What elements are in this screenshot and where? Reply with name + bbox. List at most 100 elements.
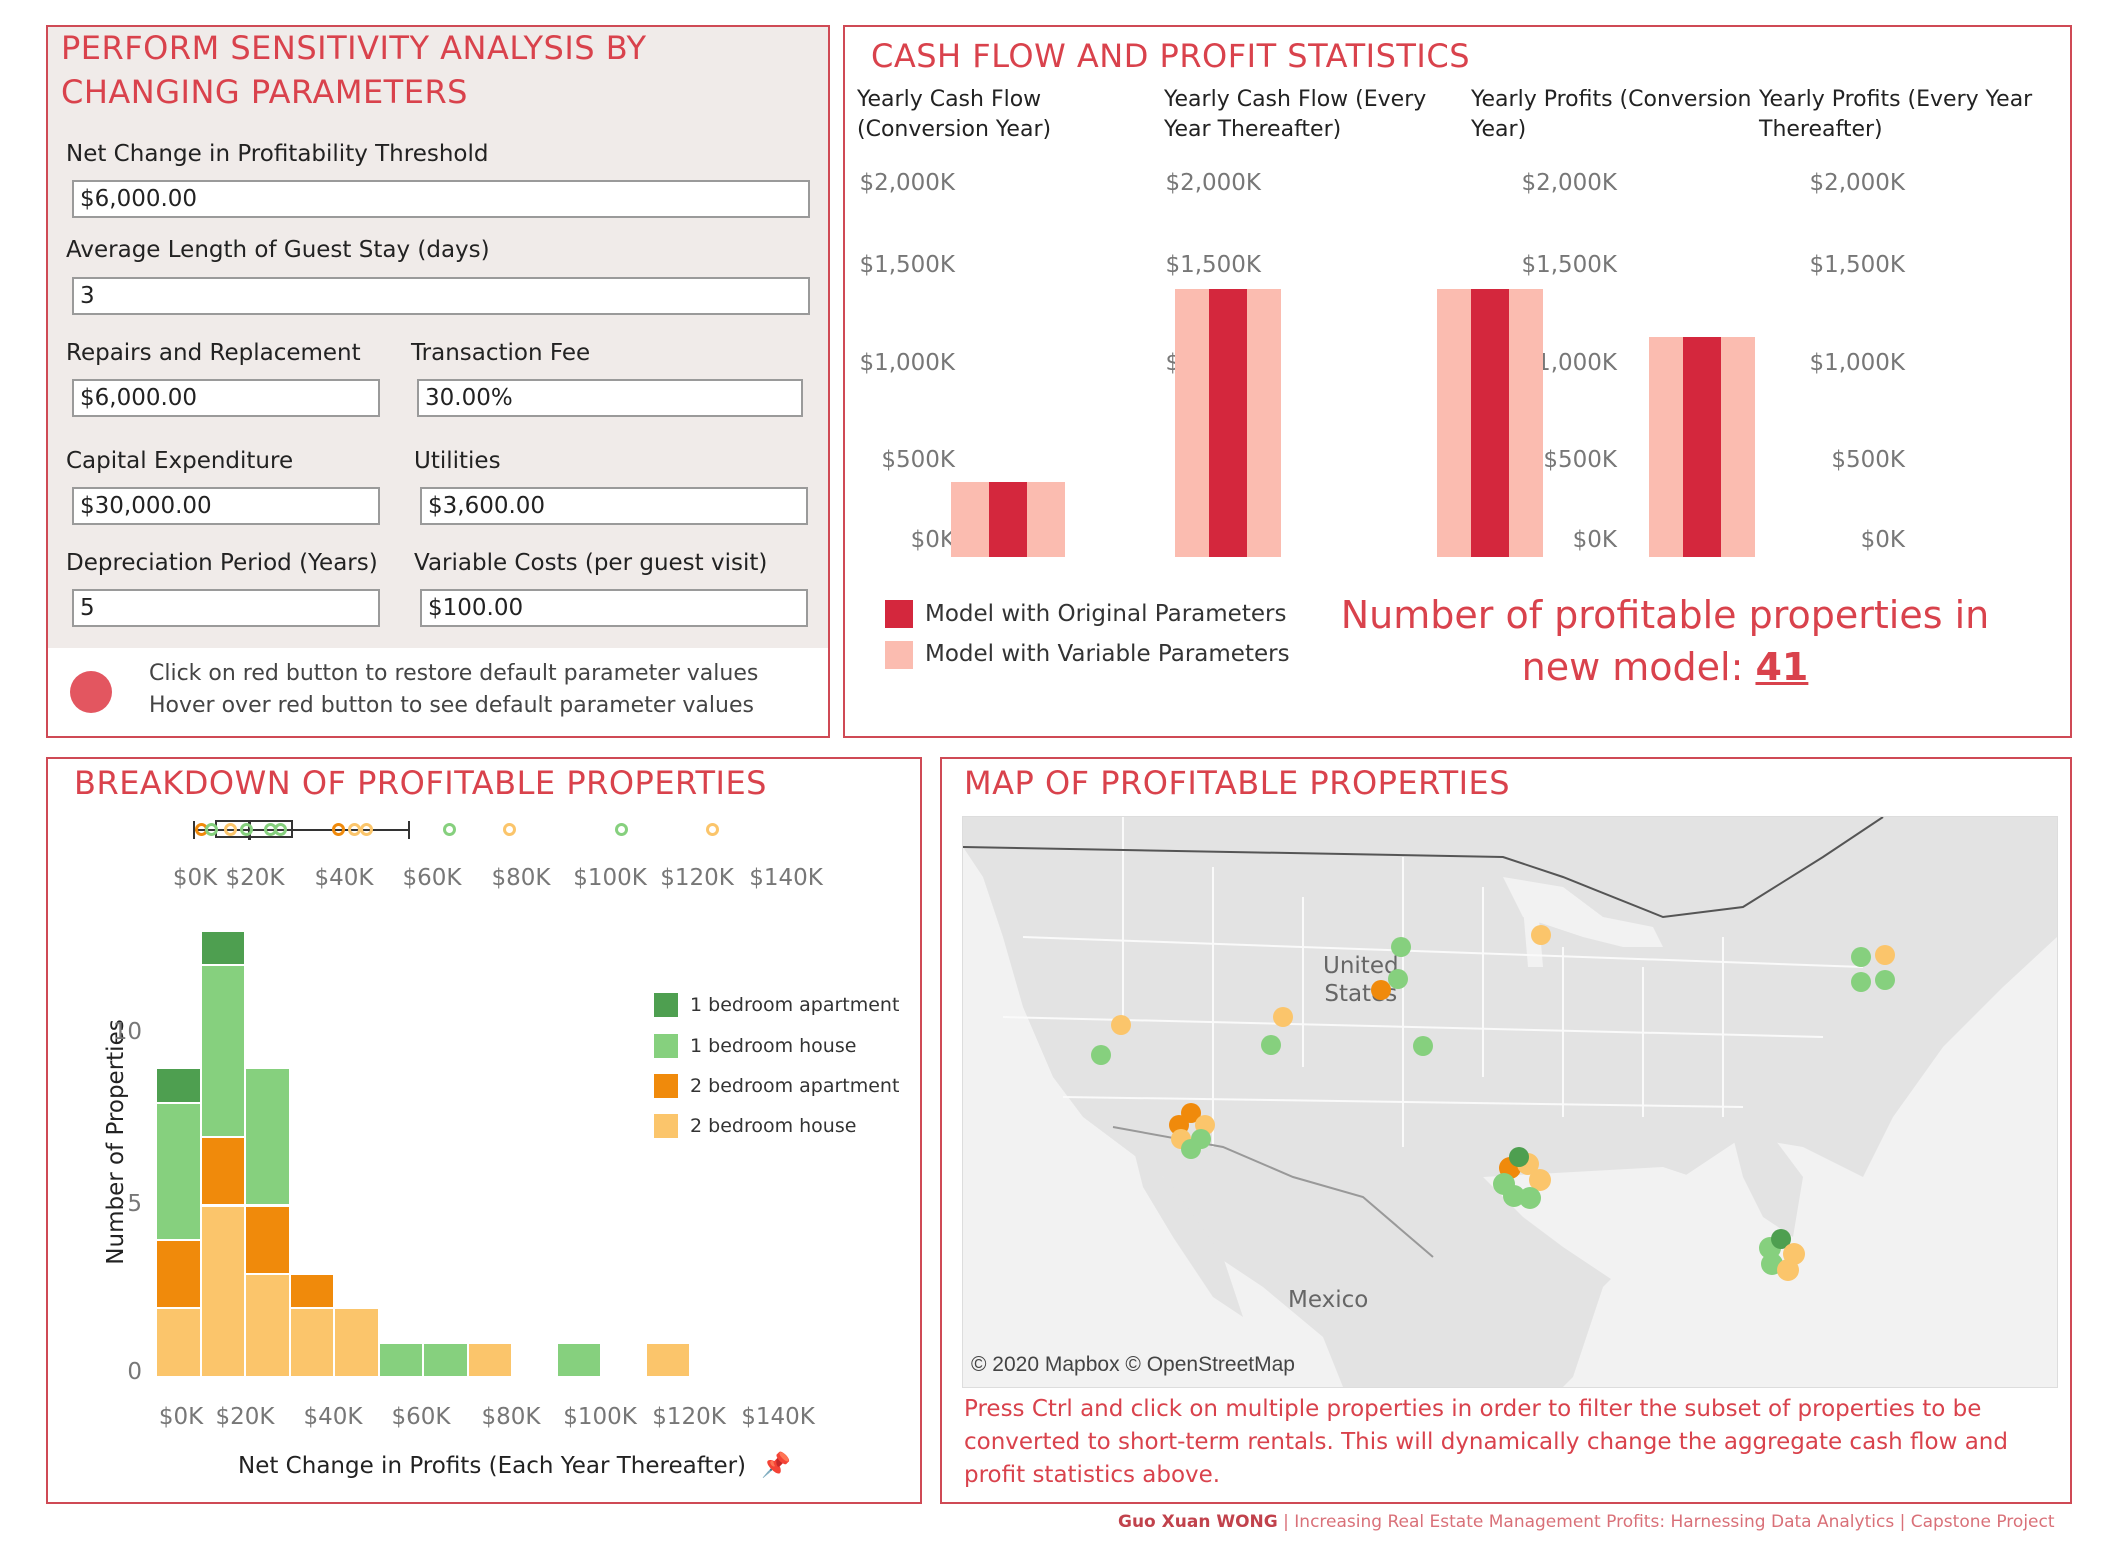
net-change-input[interactable]: $6,000.00: [72, 180, 810, 218]
legend-1br-apartment-swatch: [654, 993, 678, 1017]
legend-1br-house: 1 bedroom house: [690, 1035, 857, 1057]
property-marker[interactable]: [1371, 980, 1391, 1000]
property-marker[interactable]: [1273, 1007, 1293, 1027]
property-marker[interactable]: [1531, 925, 1551, 945]
histogram-ylabel: Number of Properties: [103, 1019, 129, 1265]
hist-xtick-0: $0K: [158, 1404, 204, 1430]
property-marker[interactable]: [1771, 1229, 1791, 1249]
property-marker[interactable]: [1851, 947, 1871, 967]
property-marker[interactable]: [1091, 1045, 1111, 1065]
c4-tick-2000: $2,000K: [1809, 170, 1905, 196]
c3-tick-500: $500K: [1543, 447, 1617, 473]
histogram-bar-segment[interactable]: [156, 1068, 201, 1103]
c3-tick-1500: $1,500K: [1521, 252, 1617, 278]
chart2-title-line2: Year Thereafter): [1164, 117, 1342, 142]
histogram-bar-segment[interactable]: [156, 1308, 201, 1377]
c3-tick-0: $0K: [1572, 527, 1617, 553]
boxplot-whisker: [193, 829, 408, 831]
chart1-bar-original[interactable]: [989, 481, 1027, 557]
chart1-title-line2: (Conversion Year): [857, 117, 1052, 142]
outlier-point[interactable]: [615, 823, 628, 836]
restore-defaults-button[interactable]: [70, 671, 112, 713]
histogram-bar-segment[interactable]: [156, 1239, 201, 1309]
chart3-bar-original[interactable]: [1471, 289, 1509, 557]
histogram-bar-segment[interactable]: [378, 1342, 423, 1377]
outlier-point[interactable]: [443, 823, 456, 836]
outlier-point[interactable]: [503, 823, 516, 836]
histogram-bar-segment[interactable]: [200, 931, 245, 966]
avg-stay-label: Average Length of Guest Stay (days): [66, 237, 490, 263]
property-marker[interactable]: [1529, 1169, 1551, 1191]
property-marker[interactable]: [1777, 1259, 1799, 1281]
land-baja: [1133, 1147, 1243, 1317]
profitable-count-value[interactable]: 41: [1755, 645, 1809, 689]
outlier-point[interactable]: [706, 823, 719, 836]
histogram-bar-segment[interactable]: [645, 1342, 690, 1377]
property-marker[interactable]: [1875, 945, 1895, 965]
histogram-bar-segment[interactable]: [289, 1274, 334, 1309]
map-view[interactable]: United States Mexico © 2020 Mapbox © Ope…: [962, 816, 2058, 1388]
histogram-bar-segment[interactable]: [245, 1068, 290, 1206]
outlier-point[interactable]: [205, 823, 218, 836]
outlier-point[interactable]: [360, 823, 373, 836]
property-marker[interactable]: [1851, 972, 1871, 992]
box-tick-40: $40K: [314, 865, 374, 891]
pin-icon[interactable]: 📌: [761, 1451, 792, 1479]
hist-ytick-10: 10: [112, 1019, 142, 1045]
histogram-bar-segment[interactable]: [200, 965, 245, 1137]
property-marker[interactable]: [1391, 937, 1411, 957]
outlier-point[interactable]: [224, 823, 237, 836]
histogram-bar-segment[interactable]: [423, 1342, 468, 1377]
box-tick-100: $100K: [573, 865, 647, 891]
land-us: [963, 817, 2057, 1387]
legend-1br-apartment: 1 bedroom apartment: [690, 994, 900, 1016]
property-marker[interactable]: [1111, 1015, 1131, 1035]
box-tick-120: $120K: [660, 865, 734, 891]
footer-sep: |: [1277, 1512, 1295, 1532]
legend-variable-swatch: [885, 641, 913, 669]
hist-ytick-5: 5: [127, 1191, 142, 1217]
outlier-point[interactable]: [332, 823, 345, 836]
property-marker[interactable]: [1388, 969, 1408, 989]
outlier-point[interactable]: [240, 823, 253, 836]
chart2-bar-original[interactable]: [1209, 289, 1247, 557]
hist-xtick-20: $20K: [215, 1404, 275, 1430]
map-label-us-line1: United: [1323, 953, 1399, 979]
c1-tick-1000: $1,000K: [859, 350, 955, 376]
boxplot-strip[interactable]: [48, 811, 918, 851]
hist-xtick-80: $80K: [481, 1404, 541, 1430]
restore-line1: Click on red button to restore default p…: [149, 661, 759, 686]
histogram-bar-segment[interactable]: [467, 1342, 512, 1377]
property-marker[interactable]: [1413, 1036, 1433, 1056]
histogram-bar-segment[interactable]: [156, 1102, 201, 1240]
histogram-bar-segment[interactable]: [200, 1205, 245, 1377]
depreciation-label: Depreciation Period (Years): [66, 550, 378, 576]
c4-tick-500: $500K: [1831, 447, 1905, 473]
txn-fee-input[interactable]: 30.00%: [417, 379, 803, 417]
histogram-bar-segment[interactable]: [289, 1308, 334, 1377]
depreciation-input[interactable]: 5: [72, 589, 380, 627]
avg-stay-input[interactable]: 3: [72, 277, 810, 315]
chart2-title-line1: Yearly Cash Flow (Every: [1164, 87, 1427, 112]
variable-costs-input[interactable]: $100.00: [420, 589, 808, 627]
histogram-bar-segment[interactable]: [200, 1136, 245, 1206]
box-tick-0: $0K: [172, 865, 218, 891]
histogram-bar-segment[interactable]: [245, 1205, 290, 1275]
utilities-input[interactable]: $3,600.00: [420, 487, 808, 525]
property-marker[interactable]: [1261, 1035, 1281, 1055]
parameters-title-line2: CHANGING PARAMETERS: [61, 73, 468, 111]
property-marker[interactable]: [1509, 1147, 1529, 1167]
map-attribution[interactable]: © 2020 Mapbox © OpenStreetMap: [971, 1353, 1295, 1376]
histogram-bar-segment[interactable]: [245, 1274, 290, 1377]
repairs-input[interactable]: $6,000.00: [72, 379, 380, 417]
legend-2br-apartment: 2 bedroom apartment: [690, 1075, 900, 1097]
property-marker[interactable]: [1519, 1187, 1541, 1209]
outlier-point[interactable]: [348, 823, 361, 836]
outlier-point[interactable]: [274, 823, 287, 836]
histogram-bar-segment[interactable]: [556, 1342, 601, 1377]
chart4-bar-original[interactable]: [1683, 337, 1721, 557]
histogram-bar-segment[interactable]: [334, 1308, 379, 1377]
capex-input[interactable]: $30,000.00: [72, 487, 380, 525]
property-marker[interactable]: [1181, 1139, 1201, 1159]
property-marker[interactable]: [1875, 970, 1895, 990]
